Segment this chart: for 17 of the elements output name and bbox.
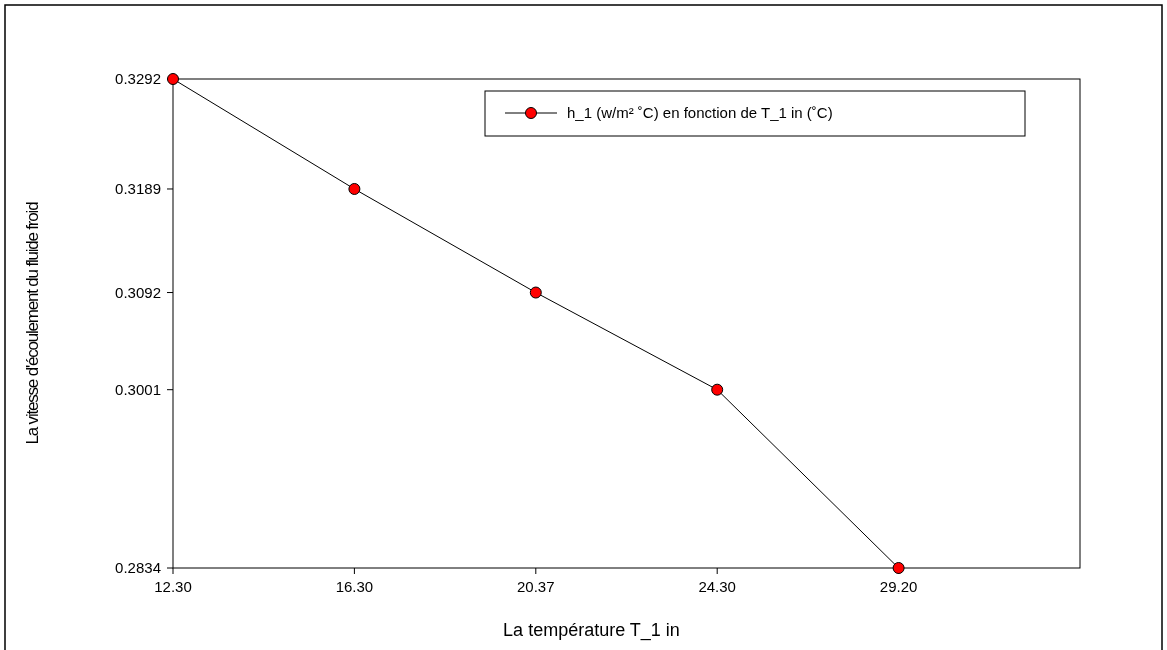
y-tick-label: 0.3292 (115, 70, 161, 88)
point (711, 383, 724, 396)
point (892, 562, 905, 574)
legend-label: h_1 (w/m² ˚C) en fonction de T_1 in (˚C) (567, 104, 833, 122)
y-axis-title: La vitesse d'écoulement du fluide froid (23, 201, 42, 445)
x-tick-label: 12.30 (154, 578, 192, 595)
point (529, 286, 542, 299)
point (348, 182, 361, 195)
x-tick-label: 20.37 (517, 578, 555, 595)
x-tick-label: 16.30 (335, 578, 374, 595)
y-tick-label: 0.3001 (115, 380, 161, 398)
y-tick-label: 0.2834 (115, 559, 161, 577)
x-axis-title: La température T_1 in (503, 620, 680, 641)
y-tick-label: 0.3092 (115, 283, 161, 301)
y-tick-label: 0.3189 (115, 180, 161, 198)
x-tick-label: 24.30 (698, 578, 736, 595)
x-tick-label: 29.20 (879, 578, 918, 595)
